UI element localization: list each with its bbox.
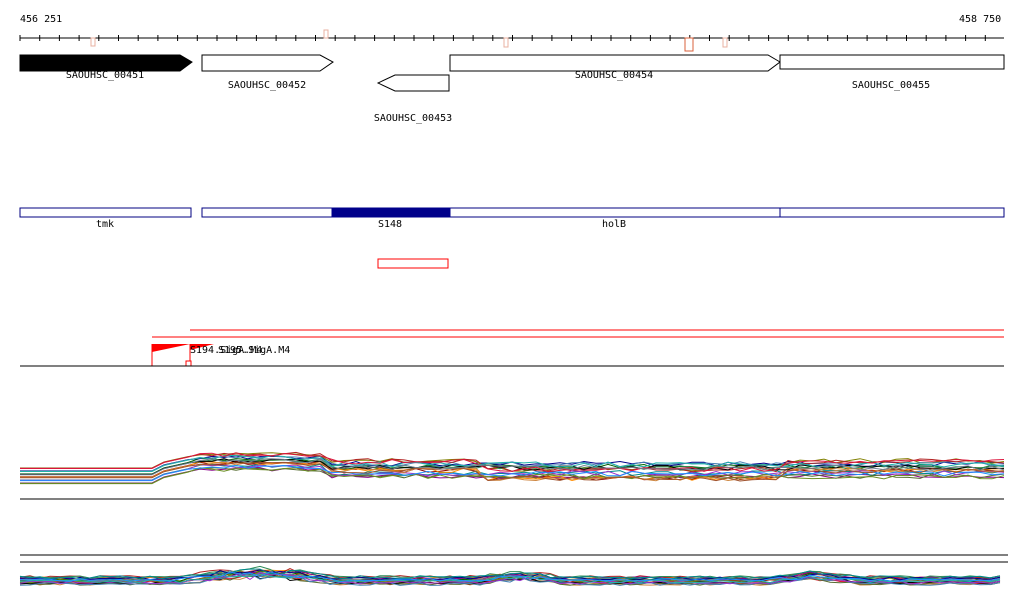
gene-track[interactable]: [19, 54, 1005, 92]
operon-label-holb[interactable]: holB: [601, 219, 627, 230]
expression-profile-track-1[interactable]: [20, 451, 1005, 500]
gene-arrow-saouhsc-00451: [19, 54, 193, 72]
operon-label-tmk[interactable]: tmk: [95, 219, 115, 230]
gene-label-saouhsc-00452[interactable]: SAOUHSC_00452: [227, 80, 307, 91]
snp-marker: [90, 37, 96, 47]
expression-series-line: [20, 461, 1005, 482]
expression-series-line: [19, 568, 1001, 580]
ruler-ticks: [19, 35, 986, 41]
operon-track[interactable]: [19, 207, 1005, 218]
snp-markers[interactable]: [90, 29, 728, 52]
gene-arrow-saouhsc-00454: [449, 54, 781, 72]
snp-marker: [722, 37, 728, 48]
coordinate-ruler: [19, 35, 1004, 41]
promoter-label[interactable]: S195.SigA.M4: [218, 345, 291, 356]
gene-label-saouhsc-00453[interactable]: SAOUHSC_00453: [373, 113, 453, 124]
operon-box-s148: [331, 207, 451, 218]
snp-marker: [503, 37, 509, 48]
ruler-end-coordinate: 458 750: [959, 14, 1002, 25]
gene-label-saouhsc-00455[interactable]: SAOUHSC_00455: [851, 80, 931, 91]
promoter-marker: [152, 344, 190, 352]
ruler-start-coordinate: 456 251: [20, 14, 63, 25]
gene-arrow-saouhsc-00453: [376, 74, 450, 92]
gene-arrow-saouhsc-00452: [201, 54, 334, 72]
expression-series-line: [20, 464, 1005, 482]
gene-label-saouhsc-00454[interactable]: SAOUHSC_00454: [574, 70, 654, 81]
regulatory-feature-box[interactable]: [377, 258, 449, 269]
promoter-track[interactable]: [20, 329, 1004, 367]
snp-marker: [684, 37, 694, 52]
operon-box-tmk: [19, 207, 192, 218]
expression-profile-track-2[interactable]: [19, 565, 1001, 586]
expression-series-line: [20, 452, 1005, 473]
operon-label-s148[interactable]: S148: [377, 219, 403, 230]
expression-series-line: [19, 571, 1001, 583]
operon-box-holb: [201, 207, 1005, 218]
gene-arrow-saouhsc-00455: [779, 54, 1005, 70]
expression-series-line: [20, 458, 1005, 476]
gene-label-saouhsc-00451[interactable]: SAOUHSC_00451: [65, 70, 145, 81]
promoter-marker: [190, 344, 214, 350]
promoter-label[interactable]: S194.SigA.M4: [190, 345, 263, 356]
track-separator: [20, 554, 1008, 563]
snp-marker: [323, 29, 329, 39]
